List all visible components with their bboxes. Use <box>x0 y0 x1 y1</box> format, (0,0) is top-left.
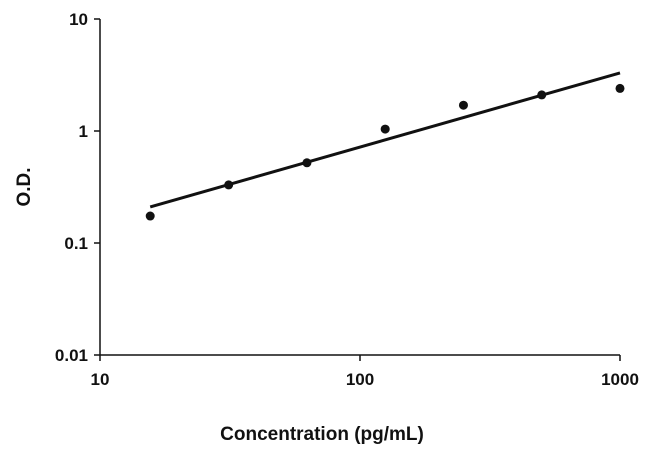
data-point <box>302 158 312 168</box>
y-axis-label: O.D. <box>14 167 35 206</box>
x-tick-label: 1000 <box>601 370 639 389</box>
y-tick-label: 1 <box>79 122 88 141</box>
data-point <box>380 124 390 134</box>
y-tick-label: 0.01 <box>55 346 88 365</box>
data-point <box>537 90 547 100</box>
data-point <box>224 180 234 190</box>
y-tick-label: 0.1 <box>64 234 88 253</box>
data-point <box>145 211 155 221</box>
axes <box>94 18 621 361</box>
data-point <box>458 100 468 110</box>
data-marks <box>145 71 625 221</box>
y-tick-label: 10 <box>69 10 88 29</box>
x-tick-label: 100 <box>346 370 374 389</box>
x-axis-label: Concentration (pg/mL) <box>220 424 424 445</box>
fit-line <box>149 71 621 209</box>
x-tick-label: 10 <box>91 370 110 389</box>
data-point <box>615 83 625 93</box>
